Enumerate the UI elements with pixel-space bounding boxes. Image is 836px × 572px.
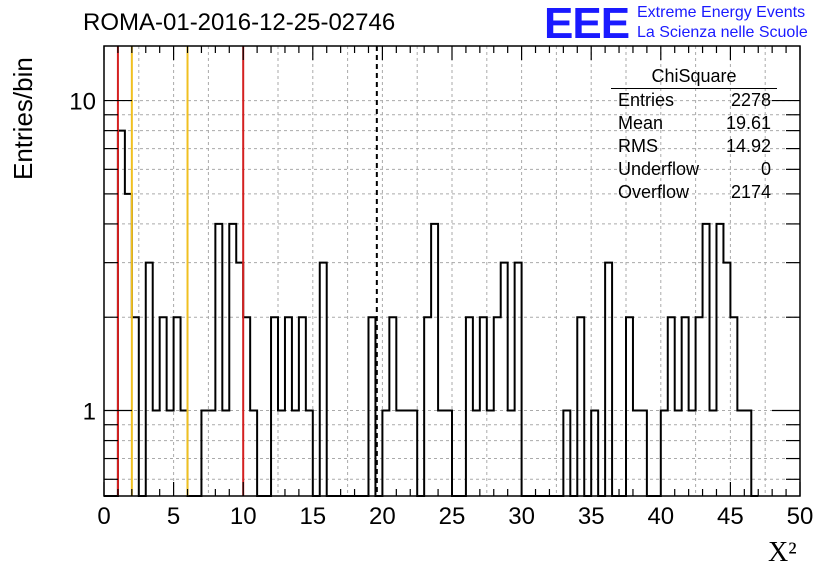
- stats-value: 14.92: [725, 136, 771, 156]
- x-tick-label: 40: [647, 503, 674, 530]
- x-tick-label: 45: [717, 503, 744, 530]
- stats-title: ChiSquare: [651, 66, 737, 86]
- x-tick-label: 50: [787, 503, 814, 530]
- stats-label: Overflow: [618, 182, 690, 202]
- logo-line-2: La Scienza nelle Scuole: [637, 24, 808, 41]
- y-axis-label: Entries/bin: [8, 57, 38, 180]
- stats-box: ChiSquare Entries 2278 Mean 19.61 RMS 14…: [611, 66, 777, 205]
- y-tick-label: 10: [69, 89, 96, 116]
- stats-divider: [611, 88, 777, 89]
- x-tick-label: 20: [369, 503, 396, 530]
- stats-row-overflow: Overflow 2174: [611, 182, 777, 205]
- stats-value: 19.61: [725, 113, 771, 133]
- stats-row-rms: RMS 14.92: [611, 136, 777, 159]
- stats-label: Entries: [618, 90, 675, 110]
- stats-label: Underflow: [618, 159, 700, 179]
- x-tick-label: 15: [299, 503, 326, 530]
- x-tick-label: 5: [167, 503, 180, 530]
- x-tick-label: 30: [508, 503, 535, 530]
- x-tick-label: 0: [97, 503, 110, 530]
- stats-label: Mean: [618, 113, 664, 133]
- stats-label: RMS: [618, 136, 658, 156]
- logo-line-1: Extreme Energy Events: [637, 4, 806, 21]
- x-axis-label: X²: [768, 537, 797, 568]
- stats-value: 2278: [730, 90, 771, 110]
- stats-value: 0: [760, 159, 771, 179]
- stats-row-underflow: Underflow 0: [611, 159, 777, 182]
- stats-row-mean: Mean 19.61: [611, 113, 777, 136]
- chart-title: ROMA-01-2016-12-25-02746: [83, 9, 396, 36]
- x-tick-label: 25: [439, 503, 466, 530]
- stats-value: 2174: [730, 182, 771, 202]
- x-tick-label: 35: [578, 503, 605, 530]
- y-tick-label: 1: [83, 399, 96, 426]
- x-tick-label: 10: [230, 503, 257, 530]
- eee-logo: EEE: [544, 0, 630, 48]
- stats-row-entries: Entries 2278: [611, 90, 777, 113]
